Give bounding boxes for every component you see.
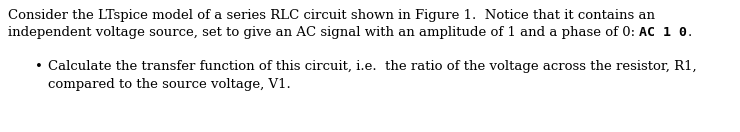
- Text: .: .: [687, 26, 692, 39]
- Text: AC 1 0: AC 1 0: [639, 26, 687, 39]
- Text: Consider the LTspice model of a series RLC circuit shown in Figure 1.  Notice th: Consider the LTspice model of a series R…: [8, 9, 655, 22]
- Text: compared to the source voltage, V1.: compared to the source voltage, V1.: [48, 78, 291, 91]
- Text: Calculate the transfer function of this circuit, i.e.  the ratio of the voltage : Calculate the transfer function of this …: [48, 60, 696, 73]
- Text: independent voltage source, set to give an AC signal with an amplitude of 1 and : independent voltage source, set to give …: [8, 26, 639, 39]
- Text: •: •: [35, 60, 43, 73]
